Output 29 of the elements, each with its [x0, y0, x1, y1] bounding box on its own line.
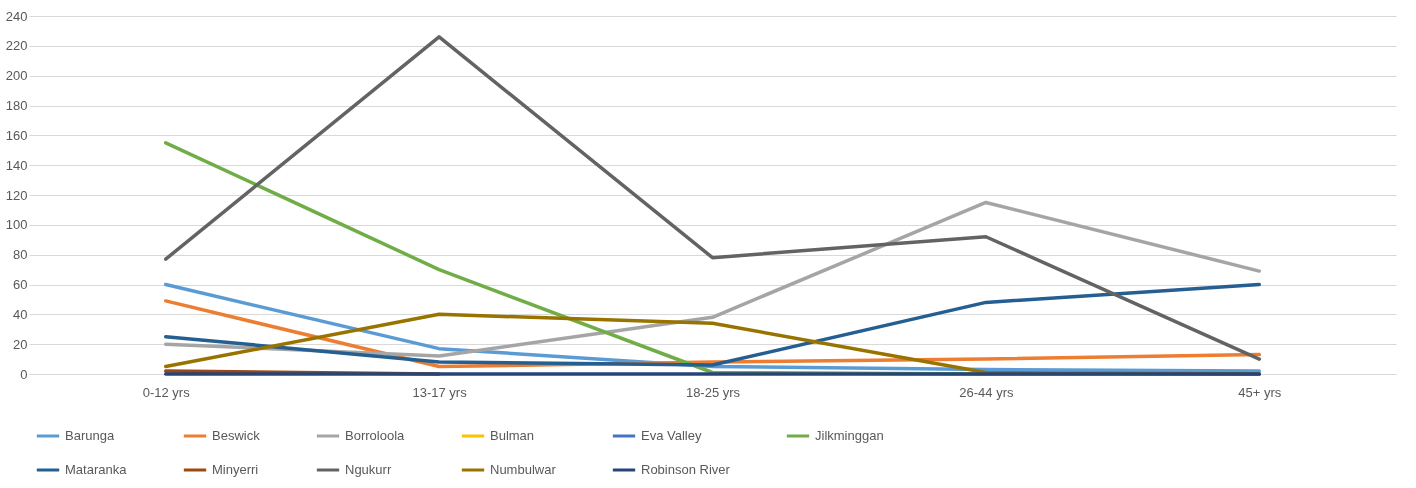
y-tick-label: 100	[5, 217, 28, 233]
legend-label: Eva Valley	[641, 428, 702, 443]
legend-label: Beswick	[212, 428, 261, 443]
y-tick-label: 240	[5, 8, 28, 24]
legend-label: Barunga	[65, 428, 115, 443]
legend-label: Numbulwar	[490, 462, 557, 477]
y-tick-label: 220	[5, 38, 28, 54]
legend-label: Mataranka	[65, 462, 128, 477]
legend-label: Robinson River	[641, 462, 731, 477]
legend-label: Jilkminggan	[815, 428, 884, 443]
y-tick-label: 140	[5, 157, 28, 173]
x-tick-label: 0-12 yrs	[142, 384, 191, 400]
legend-label: Borroloola	[345, 428, 406, 443]
y-tick-label: 120	[5, 187, 28, 203]
legend-label: Bulman	[490, 428, 535, 443]
legend-label: Minyerri	[212, 462, 259, 477]
x-tick-label: 26-44 yrs	[959, 384, 1014, 400]
y-tick-label: 160	[5, 127, 28, 143]
y-tick-label: 80	[13, 247, 28, 263]
y-tick-label: 20	[13, 336, 28, 352]
x-tick-label: 45+ yrs	[1238, 384, 1282, 400]
y-tick-label: 200	[5, 68, 28, 84]
legend-label: Ngukurr	[345, 462, 392, 477]
y-tick-label: 60	[13, 277, 28, 292]
x-tick-label: 18-25 yrs	[685, 384, 741, 400]
y-tick-label: 40	[13, 306, 28, 322]
y-tick-label: 0	[20, 366, 28, 382]
y-tick-label: 180	[5, 98, 28, 113]
x-tick-label: 13-17 yrs	[412, 384, 468, 400]
